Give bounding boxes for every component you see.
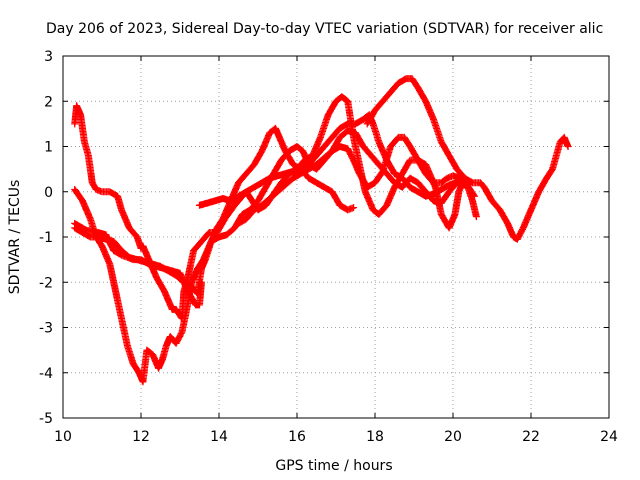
y-tick-label: 2 bbox=[44, 94, 53, 110]
y-axis-label: SDTVAR / TECUs bbox=[7, 180, 23, 295]
marker-path-trace-6 bbox=[235, 133, 478, 227]
x-tick-label: 24 bbox=[600, 429, 618, 445]
x-tick-label: 14 bbox=[210, 429, 228, 445]
y-tick-label: -4 bbox=[39, 366, 53, 382]
y-tick-label: 0 bbox=[44, 185, 53, 201]
x-tick-label: 20 bbox=[444, 429, 462, 445]
marker-path-trace-5 bbox=[196, 111, 475, 209]
x-tick-label: 22 bbox=[522, 429, 540, 445]
marker-path-trace-4 bbox=[71, 219, 205, 309]
marker-path-trace-7 bbox=[363, 75, 572, 243]
y-tick-label: -5 bbox=[39, 411, 53, 427]
y-tick-label: -3 bbox=[39, 321, 53, 337]
x-tick-label: 12 bbox=[132, 429, 150, 445]
series-trace-7 bbox=[363, 75, 572, 243]
y-tick-label: -2 bbox=[39, 275, 53, 291]
x-tick-label: 16 bbox=[288, 429, 306, 445]
y-tick-label: -1 bbox=[39, 230, 53, 246]
x-tick-label: 18 bbox=[366, 429, 384, 445]
series-trace-5 bbox=[196, 111, 475, 209]
y-tick-label: 1 bbox=[44, 140, 53, 156]
x-axis-label: GPS time / hours bbox=[275, 458, 392, 474]
series-trace-6 bbox=[235, 133, 478, 227]
series-trace-3 bbox=[71, 127, 469, 298]
marker-path-trace-3 bbox=[71, 127, 469, 298]
data-markers bbox=[71, 75, 572, 386]
series-trace-4 bbox=[71, 219, 205, 309]
x-tick-label: 10 bbox=[54, 429, 72, 445]
y-tick-label: 3 bbox=[44, 49, 53, 65]
chart-title: Day 206 of 2023, Sidereal Day-to-day VTE… bbox=[46, 21, 603, 37]
